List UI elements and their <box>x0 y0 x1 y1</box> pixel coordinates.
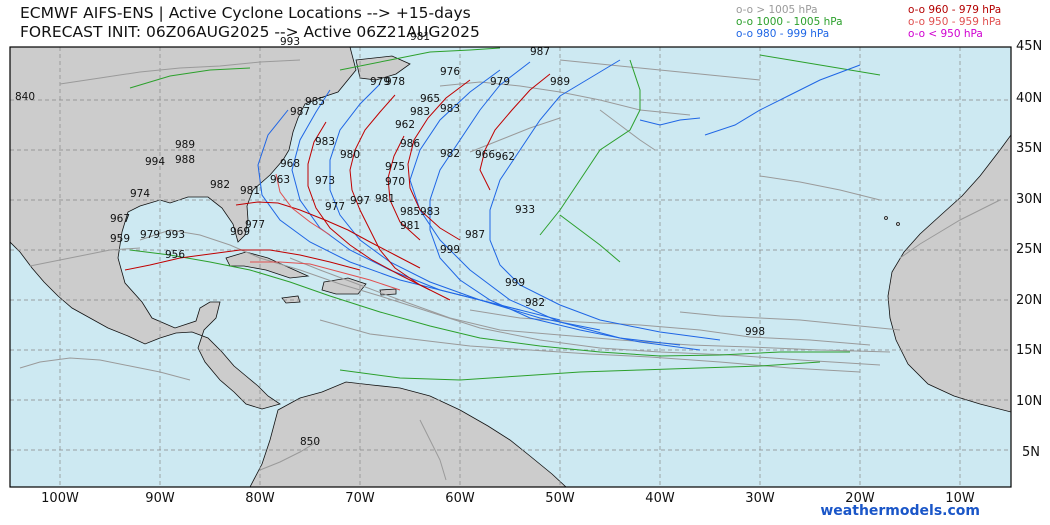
lon-label-40w: 40W <box>645 491 675 506</box>
lat-label-40n: 40N <box>1016 91 1043 106</box>
pressure-label: 981 <box>400 220 420 232</box>
tracks-gray <box>19 59 1001 481</box>
pressure-label: 982 <box>210 179 230 191</box>
pressure-label: 998 <box>745 326 765 338</box>
lon-label-100w: 100W <box>41 491 79 506</box>
land-layer <box>10 47 1011 487</box>
pressure-label: 989 <box>550 76 570 88</box>
lon-label-70w: 70W <box>345 491 375 506</box>
pressure-label: 979 <box>490 76 510 88</box>
tracks-pink <box>250 173 401 291</box>
legend-entry-magenta: o-o < 950 hPa <box>908 28 983 40</box>
pressure-label: 986 <box>400 138 420 150</box>
pressure-label: 987 <box>465 229 485 241</box>
pressure-label: 987 <box>290 106 310 118</box>
pressure-label: 983 <box>420 206 440 218</box>
pressure-label: 997 <box>350 195 370 207</box>
pressure-label: 968 <box>280 158 300 170</box>
pressure-label: 959 <box>110 233 130 245</box>
pressure-label: 962 <box>495 151 515 163</box>
pressure-label: 985 <box>305 96 325 108</box>
pressure-label: 962 <box>395 119 415 131</box>
pressure-label: 966 <box>475 149 495 161</box>
legend-column-2: o-o 960 - 979 hPa o-o 950 - 959 hPa o-o … <box>908 4 1001 40</box>
legend-entry-darkred: o-o 960 - 979 hPa <box>908 4 1002 16</box>
lat-label-35n: 35N <box>1016 141 1043 156</box>
pressure-label: 963 <box>270 174 290 186</box>
legend-column-1: o-o > 1005 hPa o-o 1000 - 1005 hPa o-o 9… <box>736 4 843 40</box>
tracks-blue <box>257 59 861 351</box>
north-america <box>10 47 357 410</box>
pressure-label: 983 <box>440 103 460 115</box>
pressure-label: 999 <box>440 244 460 256</box>
lon-label-50w: 50W <box>545 491 575 506</box>
lon-label-10w: 10W <box>945 491 975 506</box>
pressure-label: 982 <box>440 148 460 160</box>
pressure-label: 850 <box>300 436 320 448</box>
lat-label-15n: 15N <box>1016 343 1043 358</box>
lat-label-20n: 20N <box>1016 293 1043 308</box>
pressure-label: 987 <box>530 46 550 58</box>
lon-label-80w: 80W <box>245 491 275 506</box>
pressure-label: 974 <box>130 188 150 200</box>
lat-label-30n: 30N <box>1016 192 1043 207</box>
pressure-label: 933 <box>515 204 535 216</box>
lon-label-90w: 90W <box>145 491 175 506</box>
puerto-rico <box>379 288 397 296</box>
pressure-label: 979 <box>140 229 160 241</box>
cuba <box>225 251 310 279</box>
pressure-label: 981 <box>410 31 430 43</box>
map-frame <box>9 46 1012 488</box>
pressure-label: 989 <box>175 139 195 151</box>
pressure-label: 983 <box>410 106 430 118</box>
pressure-label: 967 <box>110 213 130 225</box>
pressure-label: 983 <box>315 136 335 148</box>
lat-label-5n: 5N <box>1022 445 1040 460</box>
pressure-label: 970 <box>385 176 405 188</box>
pressure-label: 978 <box>385 76 405 88</box>
lon-label-60w: 60W <box>445 491 475 506</box>
legend-entry-green: o-o 1000 - 1005 hPa <box>736 16 843 28</box>
jamaica <box>281 295 301 304</box>
pressure-label: 965 <box>420 93 440 105</box>
legend-entry-gray: o-o > 1005 hPa <box>736 4 818 16</box>
pressure-label: 999 <box>505 277 525 289</box>
title-line-1: ECMWF AIFS-ENS | Active Cyclone Location… <box>20 4 471 22</box>
pressure-label: 977 <box>245 219 265 231</box>
tracks-green <box>129 47 881 381</box>
pressure-label: 981 <box>240 185 260 197</box>
lat-label-45n: 45N <box>1016 39 1043 54</box>
lat-label-25n: 25N <box>1016 242 1043 257</box>
africa <box>887 134 1011 413</box>
pressure-label: 988 <box>175 154 195 166</box>
legend-entry-red: o-o 950 - 959 hPa <box>908 16 1002 28</box>
pressure-label: 982 <box>525 297 545 309</box>
credit-link[interactable]: weathermodels.com <box>820 503 980 519</box>
tracks-red <box>124 73 551 301</box>
pressure-label: 993 <box>165 229 185 241</box>
pressure-label: 969 <box>230 226 250 238</box>
pressure-label: 977 <box>325 201 345 213</box>
legend-entry-blue: o-o 980 - 999 hPa <box>736 28 830 40</box>
lat-label-10n: 10N <box>1016 394 1043 409</box>
lon-label-20w: 20W <box>845 491 875 506</box>
pressure-label: 980 <box>340 149 360 161</box>
title-line-2: FORECAST INIT: 06Z06AUG2025 --> Active 0… <box>20 23 480 41</box>
pressure-label: 840 <box>15 91 35 103</box>
pressure-label: 956 <box>165 249 185 261</box>
pressure-label: 976 <box>440 66 460 78</box>
south-america <box>249 381 567 487</box>
pressure-label: 973 <box>315 175 335 187</box>
pressure-label: 993 <box>280 36 300 48</box>
pressure-label: 994 <box>145 156 165 168</box>
pressure-label: 979 <box>370 76 390 88</box>
pressure-label: 985 <box>400 206 420 218</box>
lon-label-30w: 30W <box>745 491 775 506</box>
pressure-label: 981 <box>375 193 395 205</box>
pressure-label: 975 <box>385 161 405 173</box>
